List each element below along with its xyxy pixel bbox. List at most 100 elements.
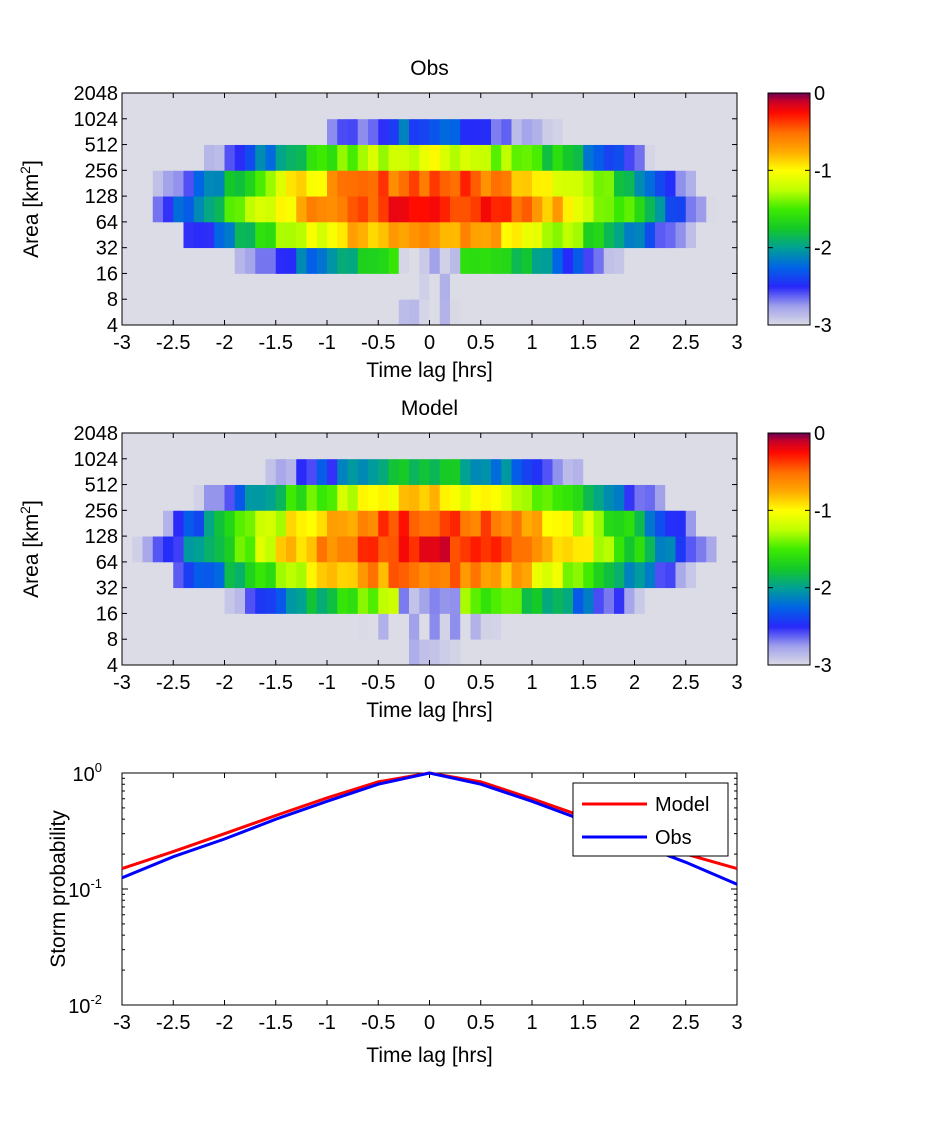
heatmap-cell (163, 536, 174, 563)
heatmap-cell (245, 458, 256, 485)
heatmap-cell (532, 433, 543, 460)
heatmap-cell (409, 484, 420, 511)
x-tick-label: 2 (629, 1012, 640, 1034)
heatmap-cell (562, 458, 574, 485)
heatmap-cell (142, 510, 154, 537)
colorbar-segment (768, 607, 810, 610)
heatmap-cell (214, 196, 225, 223)
colorbar-segment (768, 311, 810, 314)
heatmap-cell (726, 510, 738, 537)
heatmap-cell (337, 196, 348, 223)
heatmap-cell (347, 458, 359, 485)
heatmap-cell (429, 144, 441, 171)
heatmap-cell (306, 484, 318, 511)
heatmap-cell (521, 196, 533, 223)
heatmap-cell (655, 613, 666, 640)
heatmap-cell (224, 587, 236, 614)
heatmap-cell (316, 118, 328, 145)
heatmap-cell (378, 561, 389, 589)
heatmap-cell (593, 458, 605, 485)
heatmap-cell (429, 484, 441, 511)
heatmap-cell (706, 639, 717, 666)
heatmap-cell (163, 613, 174, 640)
heatmap-cell (532, 221, 543, 249)
heatmap-cell (204, 613, 215, 640)
heatmap-cell (286, 458, 297, 485)
colorbar-segment (768, 276, 810, 280)
heatmap-cell (306, 144, 318, 171)
heatmap-cell (224, 144, 236, 171)
heatmap-cell (327, 118, 338, 145)
heatmap-cell (696, 221, 707, 249)
heatmap-cell (357, 433, 369, 460)
heatmap-cell (480, 458, 492, 485)
heatmap-cell (573, 536, 584, 563)
heatmap-cell (675, 170, 687, 197)
colorbar-segment (768, 268, 810, 272)
heatmap-cell (193, 196, 205, 223)
heatmap-cell (193, 299, 205, 326)
colorbar-segment (768, 655, 810, 658)
colorbar-segment (768, 303, 810, 307)
heatmap-cell (675, 613, 687, 640)
colorbar-segment (768, 560, 810, 564)
heatmap-cell (450, 484, 461, 511)
heatmap-cell (624, 144, 635, 171)
heatmap-cell (696, 299, 707, 326)
heatmap-cell (316, 639, 328, 666)
heatmap-cell (214, 587, 225, 614)
heatmap-cell (439, 433, 451, 460)
heatmap-cell (132, 93, 143, 120)
heatmap-cell (214, 484, 225, 511)
heatmap-cell (183, 170, 195, 197)
heatmap-cell (347, 144, 359, 171)
heatmap-cell (706, 196, 717, 223)
heatmap-cell (378, 536, 389, 563)
heatmap-cell (583, 118, 594, 145)
y-tick-label: 1024 (74, 449, 119, 471)
heatmap-cell (398, 613, 410, 640)
heatmap-cell (552, 170, 564, 197)
heatmap-cell (644, 273, 656, 300)
heatmap-cell (173, 118, 184, 145)
x-tick-label: 2.5 (672, 332, 700, 354)
heatmap-cell (439, 510, 451, 537)
heatmap-cell (286, 484, 297, 511)
heatmap-cell (501, 299, 512, 326)
heatmap-cell (286, 510, 297, 537)
colorbar-segment (768, 483, 810, 486)
heatmap-cell (573, 561, 584, 589)
heatmap-cell (204, 639, 215, 666)
heatmap-cell (501, 93, 512, 120)
heatmap-cell (234, 273, 246, 300)
heatmap-cell (593, 247, 605, 274)
heatmap-cell (511, 510, 523, 537)
heatmap-cell (491, 221, 502, 249)
colorbar-segment (768, 265, 810, 268)
heatmap-cell (388, 510, 400, 537)
heatmap-cell (532, 536, 543, 563)
heatmap-cell (296, 484, 307, 511)
heatmap-cell (716, 170, 728, 197)
heatmap-cell (163, 118, 174, 145)
heatmap-cell (419, 484, 430, 511)
x-tick-label: -1 (318, 1012, 336, 1034)
heatmap-cell (245, 196, 256, 223)
heatmap-cell (716, 433, 728, 460)
heatmap-cell (122, 118, 133, 145)
heatmap-cell (193, 639, 205, 666)
heatmap-cell (685, 247, 697, 274)
heatmap-cell (573, 221, 584, 249)
heatmap-cell (409, 510, 420, 537)
heatmap-cell (644, 458, 656, 485)
colorbar-segment (768, 487, 810, 490)
heatmap-cell (132, 221, 143, 249)
colorbar-segment (768, 578, 810, 581)
heatmap-cell (521, 170, 533, 197)
heatmap-cell (542, 221, 553, 249)
heatmap-cell (398, 144, 410, 171)
colorbar-segment (768, 98, 810, 102)
heatmap-cell (460, 587, 471, 614)
heatmap-cell (726, 639, 738, 666)
heatmap-cell (501, 221, 512, 249)
